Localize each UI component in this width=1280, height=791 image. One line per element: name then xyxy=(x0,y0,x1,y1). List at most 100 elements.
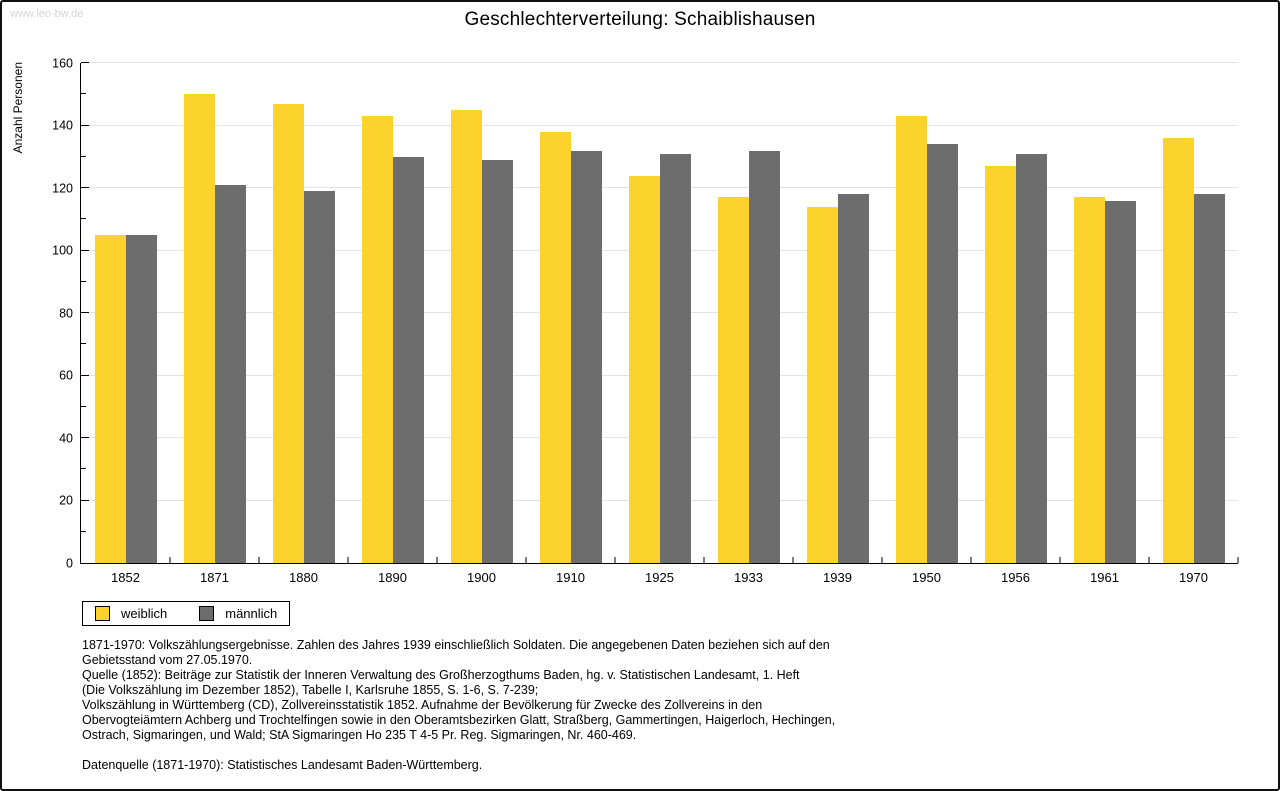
x-axis-tick xyxy=(792,557,794,563)
x-axis-label: 1852 xyxy=(111,570,140,585)
legend-item-weiblich: weiblich xyxy=(95,606,167,621)
y-tick-label: 100 xyxy=(52,243,73,258)
y-tick-label: 120 xyxy=(52,180,73,195)
bar-pair xyxy=(183,63,246,563)
bar-pair xyxy=(1073,63,1136,563)
x-axis-label: 1961 xyxy=(1090,570,1119,585)
x-axis-tick xyxy=(614,557,616,563)
bar-pair xyxy=(628,63,691,563)
bar-pair xyxy=(1162,63,1225,563)
y-axis-tick xyxy=(81,312,89,313)
bar-maennlich-1925 xyxy=(659,153,691,563)
x-axis-tick xyxy=(436,557,438,563)
note-spacer xyxy=(82,743,1212,758)
bar-group: 1910 xyxy=(526,63,615,585)
bar-weiblich-1871 xyxy=(183,94,215,563)
bar-maennlich-1880 xyxy=(303,191,335,563)
x-axis-label: 1910 xyxy=(556,570,585,585)
gridline xyxy=(81,124,1238,126)
bar-weiblich-1925 xyxy=(628,175,660,563)
y-axis-tick xyxy=(81,249,89,251)
bar-maennlich-1970 xyxy=(1193,194,1225,563)
x-axis-label: 1950 xyxy=(912,570,941,585)
x-axis-label: 1871 xyxy=(200,570,229,585)
datenquelle-line: Datenquelle (1871-1970): Statistisches L… xyxy=(82,758,483,772)
male-swatch xyxy=(199,606,215,621)
bar-weiblich-1910 xyxy=(539,131,571,563)
bar-pair xyxy=(806,63,869,563)
note-line: 1871-1970: Volkszählungsergebnisse. Zahl… xyxy=(82,638,830,652)
x-axis-label: 1939 xyxy=(823,570,852,585)
bar-group: 1939 xyxy=(793,63,882,585)
bar-pair xyxy=(717,63,780,563)
note-line: Quelle (1852): Beiträge zur Statistik de… xyxy=(82,668,800,682)
x-axis-tick xyxy=(1059,557,1061,563)
bar-maennlich-1871 xyxy=(214,184,246,563)
gridline xyxy=(81,62,1238,63)
legend-item-maennlich: männlich xyxy=(199,606,277,621)
y-axis-tick xyxy=(81,62,89,63)
bar-group: 1933 xyxy=(704,63,793,585)
y-tick-label: 20 xyxy=(59,493,73,508)
source-notes: 1871-1970: Volkszählungsergebnisse. Zahl… xyxy=(82,638,1212,773)
bar-weiblich-1933 xyxy=(717,197,749,563)
bar-maennlich-1950 xyxy=(926,144,958,563)
x-axis-tick xyxy=(703,557,705,563)
bar-maennlich-1956 xyxy=(1015,153,1047,563)
note-line: Gebietsstand vom 27.05.1970. xyxy=(82,653,253,667)
bar-weiblich-1900 xyxy=(450,109,482,563)
bar-pair xyxy=(984,63,1047,563)
legend-label-weiblich: weiblich xyxy=(121,606,168,621)
bar-group: 1970 xyxy=(1149,63,1238,585)
female-swatch xyxy=(95,606,110,621)
bar-pair xyxy=(895,63,958,563)
bar-group: 1925 xyxy=(615,63,704,585)
plot-area: 0 20 40 60 80 100 120 140 160 1852 1871 1880 1890 190… xyxy=(52,57,1239,585)
note-line: Ostrach, Sigmaringen, und Wald; StA Sigm… xyxy=(82,728,637,742)
note-line: Obervogteiämtern Achberg und Trochtelfin… xyxy=(82,713,836,727)
x-axis-tick xyxy=(347,557,349,563)
bar-group: 1852 xyxy=(81,63,170,585)
x-axis-label: 1890 xyxy=(378,570,407,585)
y-axis-tick xyxy=(81,405,86,407)
y-axis-tick xyxy=(81,187,89,188)
x-axis-label: 1956 xyxy=(1001,570,1030,585)
y-axis-title: Anzahl Personen xyxy=(11,62,25,154)
y-tick-label: 40 xyxy=(59,430,73,445)
bar-group: 1956 xyxy=(971,63,1060,585)
note-line: (Die Volkszählung im Dezember 1852), Tab… xyxy=(82,683,539,697)
bar-maennlich-1910 xyxy=(570,150,602,563)
y-axis-tick xyxy=(81,468,86,470)
bar-pair xyxy=(361,63,424,563)
bar-maennlich-1890 xyxy=(392,156,424,563)
bar-weiblich-1890 xyxy=(361,116,393,563)
y-axis-tick xyxy=(81,280,86,282)
y-tick-label: 160 xyxy=(52,55,73,70)
bar-pair xyxy=(450,63,513,563)
y-axis-tick xyxy=(81,499,89,501)
bar-weiblich-1880 xyxy=(272,103,304,563)
bar-group: 1880 xyxy=(259,63,348,585)
bar-weiblich-1852 xyxy=(94,234,126,563)
x-axis-label: 1880 xyxy=(289,570,318,585)
x-axis-tick xyxy=(169,557,171,563)
bar-weiblich-1939 xyxy=(806,206,838,563)
x-axis-label: 1900 xyxy=(467,570,496,585)
x-axis-tick xyxy=(258,557,260,563)
x-axis-tick xyxy=(525,557,527,563)
x-axis-tick xyxy=(881,557,883,563)
y-axis-tick xyxy=(81,155,86,157)
bar-weiblich-1950 xyxy=(895,116,927,563)
bar-group: 1950 xyxy=(882,63,971,585)
note-line: Volkszählung in Württemberg (CD), Zollve… xyxy=(82,698,763,712)
x-axis-tick xyxy=(970,557,972,563)
bar-group: 1900 xyxy=(437,63,526,585)
x-axis-label: 1925 xyxy=(645,570,674,585)
legend-label-maennlich: männlich xyxy=(225,606,278,621)
x-axis-tick xyxy=(1148,557,1150,563)
bar-pair xyxy=(272,63,335,563)
bar-maennlich-1939 xyxy=(837,194,869,563)
y-axis-tick xyxy=(81,218,86,220)
y-axis-tick xyxy=(81,374,89,376)
